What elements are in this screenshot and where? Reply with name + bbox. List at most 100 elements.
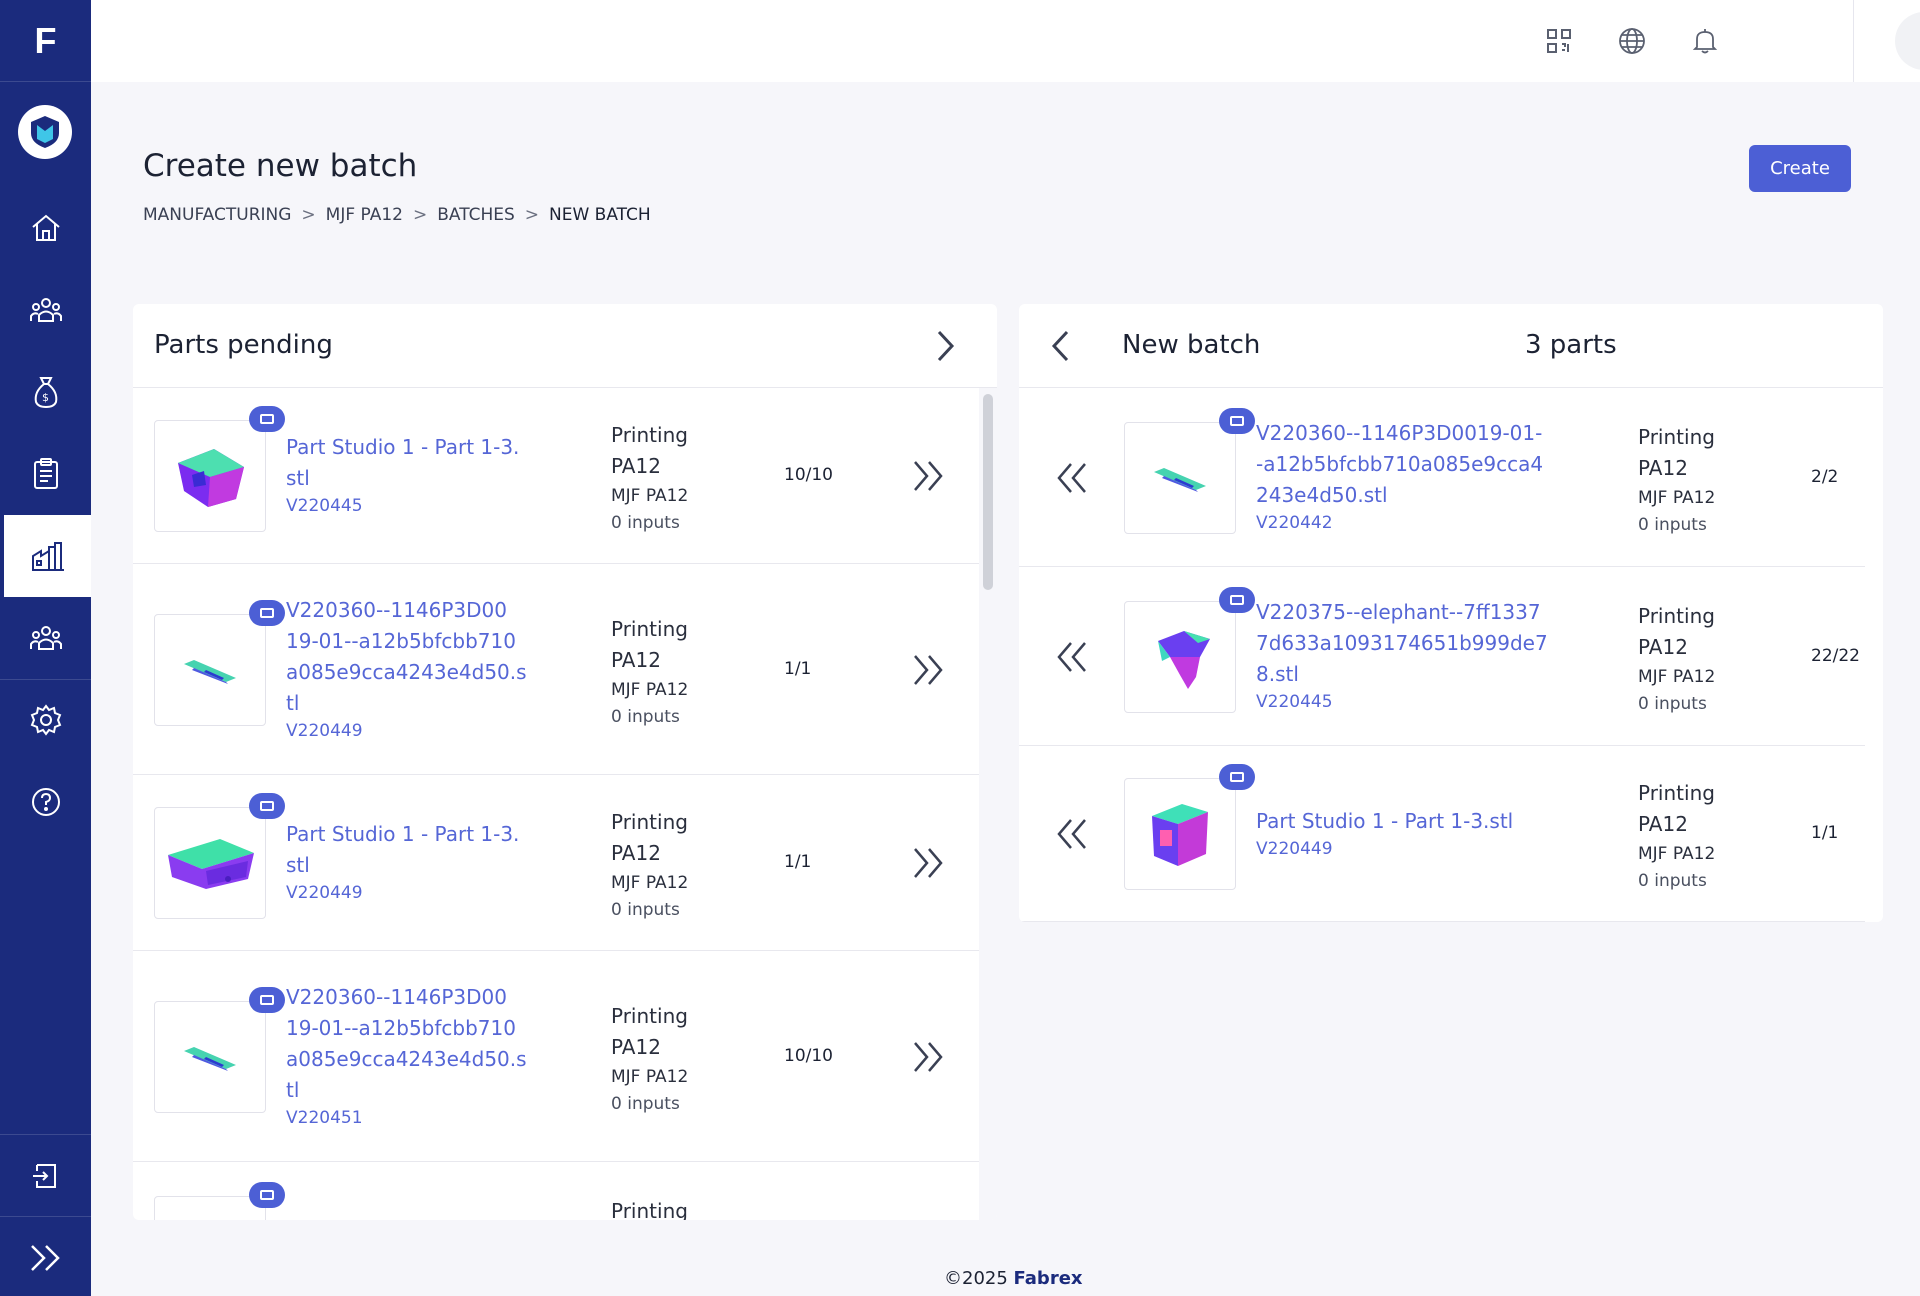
part-code[interactable]: V220442 (1256, 513, 1333, 533)
notifications-button[interactable] (1689, 25, 1721, 57)
add-to-batch-button[interactable] (905, 454, 949, 498)
machine-name: MJF PA12 (1638, 844, 1716, 864)
sidebar-item-customers[interactable] (0, 269, 91, 351)
part-row[interactable]: Part Studio 1 - Part 1-3. stl V220445 Print… (133, 388, 979, 564)
part-row[interactable]: Part Studio 1 - Part 1-3.Printing (133, 1162, 979, 1220)
gear-icon (30, 704, 61, 736)
preview-badge[interactable] (1219, 407, 1255, 434)
sidebar-item-finance[interactable]: $ (0, 351, 91, 433)
logout-button[interactable] (0, 1135, 91, 1217)
preview-badge[interactable] (249, 793, 285, 819)
part-quantity: 1/1 (784, 852, 812, 872)
camera-icon (1230, 415, 1244, 426)
inputs-count: 0 inputs (1638, 693, 1707, 714)
process-name: Printing (611, 1003, 688, 1028)
new-batch-list[interactable]: V220360--1146P3D0019-01- -a12b5bfcbb710a0… (1019, 388, 1883, 922)
sidebar-item-team[interactable] (0, 597, 91, 679)
part-file-name[interactable]: Part Studio 1 - Part 1-3.stl (286, 432, 519, 494)
part-row[interactable]: V220375--elephant--7ff1337 7d633a10931746… (1019, 567, 1865, 746)
part-file-name[interactable]: V220375--elephant--7ff1337 7d633a10931746… (1256, 597, 1548, 690)
part-thumbnail[interactable] (154, 420, 266, 532)
add-to-batch-button[interactable] (905, 841, 949, 885)
app-logo[interactable]: F (0, 0, 91, 82)
move-all-right-button[interactable] (925, 326, 965, 366)
part-file-name[interactable]: Part Studio 1 - Part 1-3.stl (286, 819, 519, 881)
expand-sidebar-button[interactable] (0, 1217, 91, 1296)
create-button[interactable]: Create (1749, 145, 1851, 192)
part-preview-icon (178, 449, 244, 507)
camera-icon (260, 801, 274, 811)
new-batch-header: New batch 3 parts (1019, 304, 1883, 388)
scrollbar-track[interactable] (979, 388, 997, 1220)
part-code[interactable]: V220445 (1256, 692, 1333, 712)
double-chevron-right-icon (914, 848, 943, 878)
add-to-batch-button[interactable] (905, 1035, 949, 1079)
part-thumbnail[interactable] (154, 1196, 266, 1220)
move-all-left-button[interactable] (1041, 326, 1081, 366)
double-chevron-left-icon (1057, 641, 1086, 672)
file-name-line: Part Studio 1 - Part 1-3. (286, 822, 520, 846)
part-thumbnail[interactable] (1124, 600, 1236, 713)
preview-badge[interactable] (1219, 586, 1255, 613)
part-thumbnail[interactable] (154, 1000, 266, 1113)
part-thumbnail[interactable] (154, 613, 266, 726)
sidebar-item-orders[interactable] (0, 433, 91, 515)
team-icon (29, 626, 62, 650)
breadcrumb-mjf-pa12[interactable]: MJF PA12 (325, 205, 403, 225)
part-thumbnail[interactable] (1124, 421, 1236, 534)
language-button[interactable] (1616, 25, 1648, 57)
machine-name: MJF PA12 (1638, 487, 1716, 508)
part-quantity: 1/1 (1811, 823, 1839, 843)
batch-parts-count: 3 parts (1525, 330, 1617, 360)
part-file-name[interactable]: V220360--1146P3D0019-01--a12b5bfcbb710a0… (1256, 418, 1543, 511)
preview-badge[interactable] (1219, 764, 1255, 790)
preview-badge[interactable] (249, 986, 285, 1013)
breadcrumb-batches[interactable]: BATCHES (437, 205, 515, 225)
process-name: Printing (1638, 603, 1715, 628)
page-title: Create new batch (143, 148, 418, 184)
sidebar-item-help[interactable] (0, 761, 91, 843)
avatar[interactable] (1895, 12, 1920, 70)
preview-badge[interactable] (249, 599, 285, 626)
remove-from-batch-button[interactable] (1049, 812, 1093, 856)
process-name: Printing (611, 423, 688, 447)
part-row[interactable]: V220360--1146P3D0019-01--a12b5bfcbb710a0… (1019, 388, 1865, 567)
sidebar-item-manufacturing[interactable] (4, 515, 91, 597)
part-code[interactable]: V220449 (286, 720, 363, 741)
part-thumbnail[interactable] (154, 807, 266, 919)
logout-icon (32, 1164, 56, 1188)
part-file-name[interactable]: Part Studio 1 - Part 1-3.stl (1256, 806, 1513, 837)
part-thumbnail[interactable] (1124, 778, 1236, 890)
part-code[interactable]: V220449 (286, 883, 363, 903)
part-code[interactable]: V220451 (286, 1107, 363, 1128)
file-name-line: V220360--1146P3D00 (286, 984, 507, 1009)
users-icon (29, 298, 62, 322)
camera-icon (260, 414, 274, 424)
breadcrumb-new-batch: NEW BATCH (549, 205, 651, 225)
preview-badge[interactable] (249, 1182, 285, 1208)
file-name-line: Part Studio 1 - Part 1-3. (286, 435, 520, 459)
preview-badge[interactable] (249, 406, 285, 432)
part-code[interactable]: V220449 (1256, 838, 1333, 859)
inputs-count: 0 inputs (1638, 871, 1707, 891)
qr-code-button[interactable] (1543, 25, 1575, 57)
parts-pending-list[interactable]: Part Studio 1 - Part 1-3. stl V220445 Print… (133, 388, 979, 1220)
sidebar-item-settings[interactable] (0, 679, 91, 761)
breadcrumb-manufacturing[interactable]: MANUFACTURING (143, 205, 292, 225)
part-code[interactable]: V220445 (286, 496, 363, 516)
remove-from-batch-button[interactable] (1049, 456, 1093, 500)
logo-letter: F (34, 19, 57, 61)
chevron-left-icon (1051, 330, 1069, 362)
remove-from-batch-button[interactable] (1049, 635, 1093, 679)
organization-logo[interactable] (18, 105, 72, 159)
add-to-batch-button[interactable] (905, 648, 949, 692)
part-preview-icon (1154, 467, 1206, 492)
sidebar-item-home[interactable] (0, 187, 91, 269)
scrollbar-thumb[interactable] (983, 394, 993, 590)
